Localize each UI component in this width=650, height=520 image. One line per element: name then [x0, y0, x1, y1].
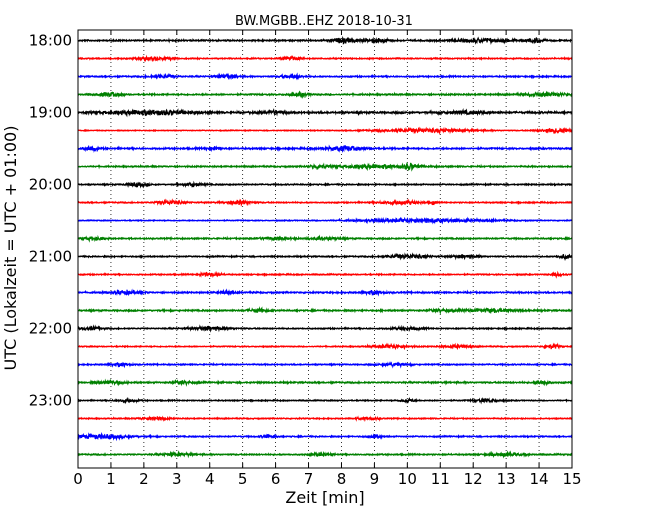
- seismogram-trace: [77, 270, 573, 279]
- seismogram-trace: [77, 378, 573, 387]
- x-tick-label: 10: [398, 470, 417, 488]
- seismogram-trace: [77, 90, 573, 100]
- y-axis-label: UTC (Lokalzeit = UTC + 01:00): [1, 126, 20, 371]
- x-tick-label: 7: [304, 470, 314, 488]
- seismogram-trace: [77, 342, 573, 351]
- x-tick-label: 0: [73, 470, 83, 488]
- x-tick-label: 15: [562, 470, 581, 488]
- seismogram-trace: [77, 450, 573, 459]
- y-tick-label: 19:00: [29, 104, 72, 122]
- seismogram-trace: [77, 107, 573, 118]
- x-tick-label: 14: [530, 470, 549, 488]
- x-tick-label: 4: [205, 470, 215, 488]
- chart-title: BW.MGBB..EHZ 2018-10-31: [235, 14, 413, 29]
- y-tick-label: 21:00: [29, 248, 72, 266]
- y-tick-label: 20:00: [29, 176, 72, 194]
- x-axis-ticks: 0 1 2 3 4 5 6 7 8 9 10 11 12 13 14 15: [73, 30, 582, 488]
- seismogram-trace: [77, 396, 573, 405]
- seismogram-trace: [77, 72, 573, 81]
- seismogram-trace: [77, 126, 573, 135]
- seismogram-trace: [77, 216, 573, 225]
- x-tick-label: 12: [464, 470, 483, 488]
- seismogram-trace: [77, 252, 573, 262]
- y-tick-label: 22:00: [29, 320, 72, 338]
- y-tick-label: 18:00: [29, 32, 72, 50]
- x-tick-label: 2: [139, 470, 149, 488]
- x-tick-label: 8: [337, 470, 347, 488]
- y-axis-ticks: 18:00 19:00 20:00 21:00 22:00 23:00: [29, 32, 572, 410]
- seismogram-trace: [77, 432, 573, 442]
- x-tick-label: 3: [172, 470, 182, 488]
- x-tick-label: 5: [238, 470, 248, 488]
- seismogram-trace: [77, 161, 573, 172]
- seismogram-trace: [77, 180, 573, 189]
- seismogram-trace: [77, 144, 573, 154]
- x-axis-label: Zeit [min]: [285, 488, 364, 507]
- x-tick-label: 1: [106, 470, 116, 488]
- plot-frame: [77, 29, 573, 469]
- seismogram-trace: [77, 234, 573, 243]
- seismogram-traces: [77, 35, 573, 459]
- y-tick-label: 23:00: [29, 392, 72, 410]
- seismogram-trace: [77, 360, 573, 369]
- seismogram-trace: [77, 415, 573, 422]
- x-tick-label: 11: [431, 470, 450, 488]
- x-tick-label: 9: [370, 470, 380, 488]
- x-tick-label: 6: [271, 470, 281, 488]
- seismogram-trace: [77, 54, 573, 63]
- x-tick-label: 13: [497, 470, 516, 488]
- seismogram-trace: [77, 306, 573, 316]
- seismogram-trace: [77, 324, 573, 333]
- seismogram-trace: [77, 198, 573, 207]
- seismogram-trace: [77, 35, 573, 46]
- seismogram-trace: [77, 288, 573, 297]
